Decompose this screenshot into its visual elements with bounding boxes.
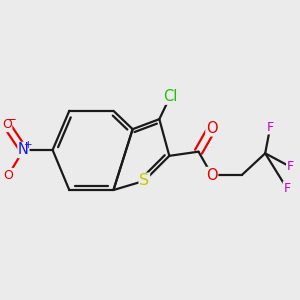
Text: O: O bbox=[206, 167, 218, 182]
Text: N: N bbox=[18, 142, 29, 158]
Text: F: F bbox=[286, 160, 294, 173]
Text: S: S bbox=[139, 173, 149, 188]
Text: F: F bbox=[283, 182, 290, 195]
Text: F: F bbox=[267, 121, 274, 134]
Text: +: + bbox=[24, 140, 33, 150]
Text: O: O bbox=[4, 169, 14, 182]
Text: Cl: Cl bbox=[163, 89, 177, 104]
Text: O: O bbox=[2, 118, 12, 131]
Text: −: − bbox=[7, 113, 17, 126]
Text: O: O bbox=[206, 121, 218, 136]
